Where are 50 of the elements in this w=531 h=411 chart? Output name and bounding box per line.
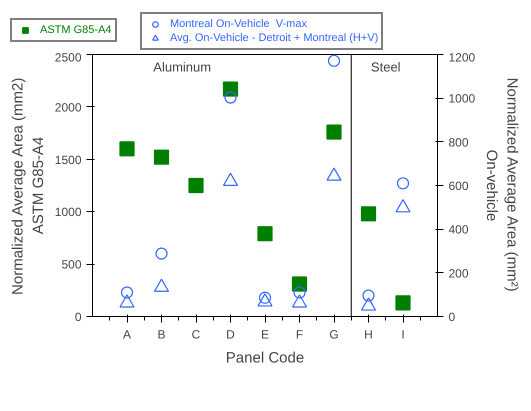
annotation: Steel <box>370 60 401 75</box>
point <box>188 178 204 194</box>
x-tick-label: I <box>401 328 405 342</box>
point <box>222 172 238 186</box>
y-tick-label: 1500 <box>54 152 82 167</box>
point <box>257 293 273 307</box>
point <box>224 91 237 104</box>
point <box>395 199 411 212</box>
point <box>154 150 170 165</box>
x-axis-title: Panel Code <box>226 350 304 366</box>
point <box>292 276 308 292</box>
legend-label: ASTM G85-A4 <box>40 23 112 37</box>
y-tick-label: 0 <box>74 310 82 324</box>
point <box>257 226 273 242</box>
point <box>119 294 135 308</box>
legend-label: Avg. On-Vehicle - Detroit + Montreal (H+V) <box>170 31 378 45</box>
x-tick-label: H <box>364 328 373 342</box>
point <box>395 295 411 310</box>
y-tick-label: 1000 <box>54 205 82 220</box>
y2-tick-label: 400 <box>448 222 469 237</box>
x-tick-label: F <box>296 328 304 342</box>
point <box>326 167 342 181</box>
x-tick-label: G <box>329 328 339 342</box>
point <box>328 54 340 67</box>
point <box>292 294 308 308</box>
legend-label: Montreal On-Vehicle V-max <box>170 17 307 31</box>
x-tick-label: A <box>123 328 132 342</box>
y-tick-label: 2500 <box>54 50 82 64</box>
point <box>326 124 342 140</box>
y2-axis-title: Normalized Average Area (mm²) On-vehicle <box>483 78 521 292</box>
point <box>360 206 376 222</box>
point <box>154 278 170 292</box>
y-tick-label: 500 <box>61 258 82 272</box>
point <box>396 177 410 190</box>
y2-tick-label: 600 <box>448 179 469 193</box>
x-tick-label: C <box>192 328 201 342</box>
y2-tick-label: 1000 <box>448 92 476 106</box>
x-tick-label: D <box>226 328 236 342</box>
y2-tick-label: 800 <box>448 135 469 150</box>
y2-tick-label: 200 <box>448 266 469 280</box>
x-tick-label: B <box>158 328 166 342</box>
y2-tick-label: 0 <box>448 310 456 324</box>
point <box>222 81 238 97</box>
x-tick-label: E <box>261 328 270 342</box>
y2-tick-label: 1200 <box>448 50 476 64</box>
point <box>119 141 135 156</box>
y-tick-label: 2000 <box>54 100 82 114</box>
point <box>360 297 376 311</box>
y-axis-title: Normalized Average Area (mm2) ASTM G85-A4 <box>9 78 47 295</box>
annotation: Aluminum <box>153 60 212 75</box>
